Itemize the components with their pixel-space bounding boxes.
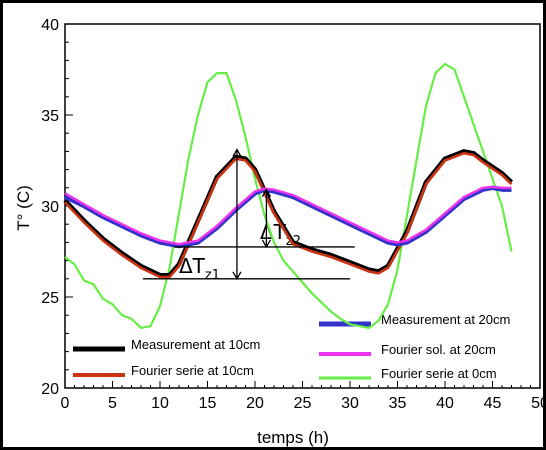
series-line-fourier-10cm: [64, 151, 513, 279]
legend-entry-fourier-10cm: Fourier serie at 10cm: [73, 363, 254, 378]
legend-label: Measurement at 10cm: [131, 337, 260, 352]
x-tick-label: 25: [294, 395, 312, 412]
x-tick-label: 20: [246, 395, 264, 412]
delta-tz1-arrowhead-top: [232, 148, 242, 157]
series-line-fourier-20cm: [64, 185, 512, 246]
x-tick-label: 10: [151, 395, 169, 412]
legend-entry-measurement-20cm: Measurement at 20cm: [319, 312, 510, 327]
legend-entry-measurement-10cm: Measurement at 10cm: [73, 337, 260, 352]
series-line-measurement-20cm: [64, 185, 512, 249]
legend-entry-fourier-0cm: Fourier serie at 0cm: [319, 366, 497, 381]
x-tick-label: 45: [484, 395, 502, 412]
delta-tz2-arrowhead-top: [261, 188, 271, 197]
legend-label: Measurement at 20cm: [381, 312, 510, 327]
y-tick-label: 25: [41, 290, 59, 307]
y-tick-label: 40: [41, 17, 59, 34]
line-chart: T° (C) temps (h) ΔTz1 ΔTz2 Measurement a…: [14, 17, 543, 447]
x-axis-label: temps (h): [257, 428, 329, 447]
x-tick-label: 5: [108, 395, 117, 412]
x-tick-label: 15: [199, 395, 217, 412]
y-tick-label: 35: [41, 108, 59, 125]
y-tick-label: 20: [41, 381, 59, 398]
x-tick-label: 30: [341, 395, 359, 412]
x-tick-label: 50: [531, 395, 543, 412]
x-tick-label: 40: [436, 395, 454, 412]
legend-label: Fourier sol. at 20cm: [381, 342, 496, 357]
y-axis-label: T° (C): [14, 185, 33, 231]
delta-tz2-arrowhead-bottom: [261, 239, 271, 249]
y-tick-label: 30: [41, 199, 59, 216]
legend-entry-fourier-20cm: Fourier sol. at 20cm: [319, 342, 496, 357]
legend-label: Fourier serie at 10cm: [131, 363, 254, 378]
chart-panel: T° (C) temps (h) ΔTz1 ΔTz2 Measurement a…: [3, 3, 543, 447]
x-tick-label: 35: [389, 395, 407, 412]
x-tick-label: 0: [61, 395, 70, 412]
legend-label: Fourier serie at 0cm: [381, 366, 497, 381]
delta-tz1-arrowhead-bottom: [232, 271, 242, 281]
plot-area: [64, 23, 541, 389]
series-line-fourier-0cm: [64, 62, 513, 329]
